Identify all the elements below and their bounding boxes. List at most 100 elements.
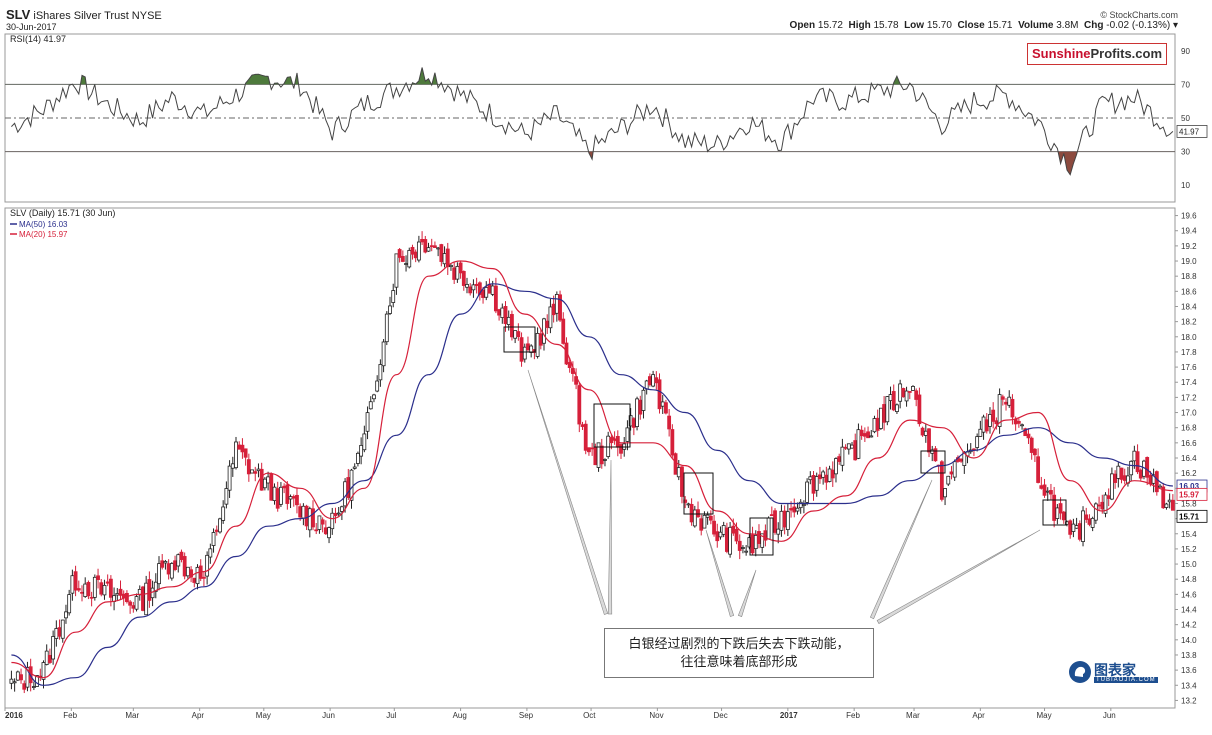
candle-body — [487, 283, 492, 294]
candle-body — [70, 575, 75, 594]
candle-body — [1036, 456, 1041, 483]
candle-body — [182, 556, 187, 577]
price-tick-label: 17.8 — [1181, 348, 1197, 357]
close-last-value: 15.71 — [1179, 512, 1200, 521]
candle-body — [519, 337, 524, 362]
candle-body — [731, 525, 736, 534]
candle-body — [279, 486, 283, 505]
candle-body — [439, 244, 444, 262]
candle-body — [1100, 501, 1105, 510]
candle-body — [911, 386, 915, 391]
candle-body — [561, 318, 566, 344]
candle-body — [202, 576, 206, 579]
candle-body — [35, 675, 39, 687]
candle-body — [493, 285, 498, 312]
candle-body — [336, 512, 341, 515]
candle-body — [830, 469, 835, 479]
rsi-last-value: 41.97 — [1179, 127, 1200, 136]
close-label: Close — [957, 20, 985, 31]
x-tick-label: Mar — [906, 711, 920, 720]
candle-body — [86, 582, 91, 597]
high-value: 15.78 — [873, 20, 899, 31]
x-tick-label: Feb — [846, 711, 860, 720]
candle-body — [603, 459, 607, 461]
candle-body — [22, 683, 27, 690]
candle-body — [394, 253, 399, 288]
candle-body — [291, 496, 296, 499]
candle-body — [1029, 437, 1034, 453]
candle-body — [1000, 396, 1005, 400]
x-tick-label: Feb — [63, 711, 77, 720]
rsi-tick-label: 50 — [1181, 114, 1190, 123]
rsi-legend: RSI(14) 41.97 — [10, 34, 66, 44]
candle-body — [134, 596, 139, 610]
candle-body — [15, 671, 20, 681]
candle-body — [721, 525, 726, 535]
price-panel: 19.6 19.4 19.2 19.0 18.8 18.6 18.4 18.2 18.0 17.8… — [4, 207, 1208, 720]
candle-body — [1049, 490, 1053, 495]
price-frame — [4, 207, 1176, 709]
head-icon — [1069, 661, 1091, 683]
candle-body — [1026, 433, 1031, 439]
ohlc-summary: Open 15.72 High 15.78 Low 15.70 Close 15… — [789, 20, 1178, 31]
price-tick-label: 14.6 — [1181, 590, 1197, 599]
candle-body — [853, 440, 858, 461]
candle-body — [741, 547, 745, 549]
ma50-line — [11, 283, 1173, 686]
candle-body — [676, 467, 681, 478]
candle-body — [234, 441, 238, 469]
candle-body — [307, 508, 312, 531]
candle-body — [805, 481, 810, 503]
candle-body — [272, 486, 277, 502]
leader-line — [527, 369, 609, 615]
price-legend: SLV (Daily) 15.71 (30 Jun) — [10, 208, 115, 218]
candle-body — [44, 650, 49, 665]
candle-body — [984, 419, 989, 432]
candle-body — [314, 529, 319, 532]
candle-body — [96, 575, 100, 580]
candle-body — [895, 404, 899, 412]
candle-body — [102, 584, 107, 596]
candle-body — [1110, 473, 1114, 500]
candle-body — [856, 429, 861, 459]
candle-body — [108, 578, 113, 598]
candle-body — [766, 517, 771, 540]
candle-body — [834, 458, 838, 475]
candle-body — [420, 239, 424, 243]
candle-body — [240, 444, 245, 453]
candle-body — [1138, 469, 1143, 479]
tubiaojia-logo: 图表家 TUBIAOJIA.COM — [1068, 660, 1160, 686]
candle-body — [481, 289, 485, 298]
x-tick-label: Apr — [192, 711, 205, 720]
highlight-box — [503, 326, 536, 353]
callout-line2: 往往意味着底部形成 — [680, 654, 798, 669]
candle-body — [1132, 450, 1137, 462]
candle-body — [465, 284, 469, 288]
candle-body — [246, 459, 251, 475]
candle-body — [1058, 503, 1063, 514]
candle-body — [471, 284, 476, 291]
candle-body — [19, 674, 23, 681]
candle-body — [1032, 448, 1037, 456]
candle-body — [211, 532, 216, 546]
candle-body — [699, 518, 704, 531]
x-tick-label: Oct — [583, 711, 596, 720]
candle-body — [769, 514, 774, 517]
price-tick-label: 19.6 — [1181, 212, 1197, 221]
price-tick-label: 15.0 — [1181, 560, 1197, 569]
candle-body — [416, 241, 421, 261]
candle-body — [1010, 398, 1015, 418]
candle-body — [333, 513, 338, 517]
candle-body — [330, 512, 335, 530]
candle-body — [429, 245, 434, 248]
price-tick-label: 15.8 — [1181, 499, 1197, 508]
copyright-text: © StockCharts.com — [1100, 10, 1178, 20]
candle-body — [227, 465, 232, 491]
candle-body — [339, 506, 344, 512]
candle-body — [542, 318, 546, 344]
candle-body — [997, 394, 1002, 427]
price-tick-label: 18.4 — [1181, 302, 1197, 311]
candle-body — [48, 654, 52, 663]
candle-body — [317, 515, 322, 530]
candle-body — [939, 461, 944, 500]
